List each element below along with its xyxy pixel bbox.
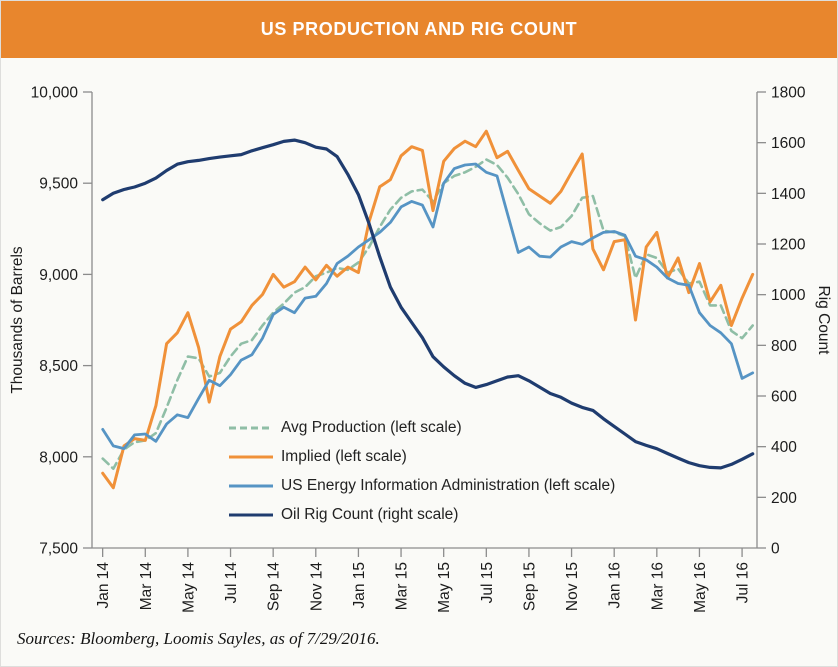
right-axis-tick-label: 200 — [771, 490, 797, 507]
x-axis-tick-label: Jul 16 — [735, 562, 752, 603]
x-axis-tick-label: May 15 — [436, 562, 453, 613]
legend-item-eia: US Energy Information Administration (le… — [228, 471, 615, 500]
left-axis-tick-label: 10,000 — [31, 85, 79, 102]
x-axis-tick-label: Mar 16 — [649, 562, 666, 610]
legend-label-implied: Implied (left scale) — [281, 447, 407, 465]
right-axis-title: Rig Count — [815, 286, 832, 356]
left-axis-title: Thousands of Barrels — [9, 246, 26, 394]
x-axis-tick-label: Mar 15 — [394, 562, 411, 610]
x-axis-tick-label: Sep 15 — [521, 562, 538, 611]
right-axis-tick-label: 0 — [771, 541, 780, 558]
right-axis-tick-label: 1800 — [771, 85, 806, 102]
legend-label-eia: US Energy Information Administration (le… — [281, 476, 616, 494]
series-line-oil-rig-count — [101, 138, 755, 470]
left-axis-tick-label: 8,500 — [39, 358, 78, 375]
x-axis-tick-label: Jul 14 — [223, 562, 240, 604]
legend-label-oil-rig-count: Oil Rig Count (right scale) — [281, 505, 459, 523]
left-axis-tick-label: 7,500 — [39, 541, 78, 558]
x-axis-tick-label: Nov 15 — [564, 562, 581, 611]
chart-title-bar: US PRODUCTION AND RIG COUNT — [0, 0, 838, 58]
chart-title: US PRODUCTION AND RIG COUNT — [260, 18, 578, 39]
right-axis-tick-label: 1200 — [771, 237, 806, 254]
source-note: Sources: Bloomberg, Loomis Sayles, as of… — [17, 629, 380, 648]
right-axis-tick-label: 1000 — [771, 287, 806, 304]
x-axis-tick-label: Jan 14 — [95, 562, 112, 609]
x-axis-tick-label: Jan 16 — [607, 562, 624, 609]
left-axis-tick-label: 8,000 — [39, 449, 78, 466]
legend-item-avg-production: Avg Production (left scale) — [228, 413, 615, 442]
x-axis-tick-label: Mar 14 — [138, 562, 155, 611]
right-axis-tick-label: 1600 — [771, 135, 806, 152]
x-axis-tick-label: May 16 — [692, 562, 709, 613]
legend-label-avg-production: Avg Production (left scale) — [281, 418, 462, 436]
left-axis-tick-label: 9,500 — [39, 176, 78, 193]
right-axis-tick-label: 600 — [771, 389, 797, 406]
legend-item-oil-rig-count: Oil Rig Count (right scale) — [228, 500, 615, 529]
right-axis-tick-label: 1400 — [771, 186, 806, 203]
left-axis-tick-label: 9,000 — [39, 267, 78, 284]
x-axis-tick-label: Jan 15 — [351, 562, 368, 609]
right-axis-tick-label: 400 — [771, 439, 797, 456]
legend-swatch-oil-rig-count — [229, 513, 273, 516]
legend-item-implied: Implied (left scale) — [228, 442, 615, 471]
x-axis-tick-label: May 14 — [180, 562, 197, 613]
legend-swatch-eia — [229, 484, 273, 487]
x-axis-tick-label: Jul 15 — [479, 562, 496, 603]
chart-legend: Avg Production (left scale) Implied (lef… — [228, 413, 615, 529]
x-axis-tick-label: Nov 14 — [308, 562, 325, 611]
legend-swatch-implied — [229, 455, 273, 458]
x-axis-tick-label: Sep 14 — [266, 562, 283, 612]
right-axis-tick-label: 800 — [771, 338, 797, 355]
series-line-eia — [101, 162, 755, 451]
legend-swatch-avg-production — [229, 426, 273, 429]
